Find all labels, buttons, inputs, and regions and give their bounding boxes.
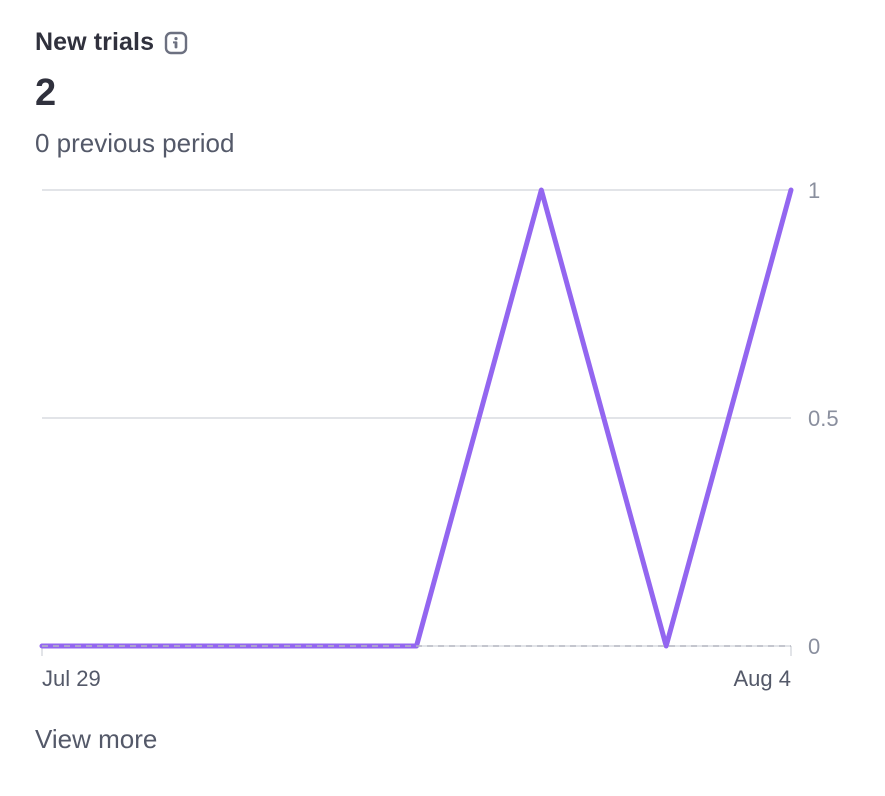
x-tick-label: Aug 4 [734,666,792,691]
y-tick-label: 1 [808,178,820,203]
previous-period-text: 0 previous period [35,128,235,158]
line-chart: 00.51 Jul 29 Aug 4 [39,178,839,691]
y-tick-label: 0 [808,634,820,659]
info-icon[interactable] [164,31,188,55]
gridlines [42,189,791,419]
chart-title: New trials [35,28,155,56]
x-tick-label: Jul 29 [42,666,101,691]
y-tick-labels: 00.51 [808,178,839,659]
view-more-link[interactable]: View more [35,724,158,754]
series-layer [39,187,794,649]
title-row: New trials [35,28,188,57]
y-tick-label: 0.5 [808,406,839,431]
metric-value: 2 [35,72,57,114]
x-tick-labels: Jul 29 Aug 4 [42,666,791,691]
